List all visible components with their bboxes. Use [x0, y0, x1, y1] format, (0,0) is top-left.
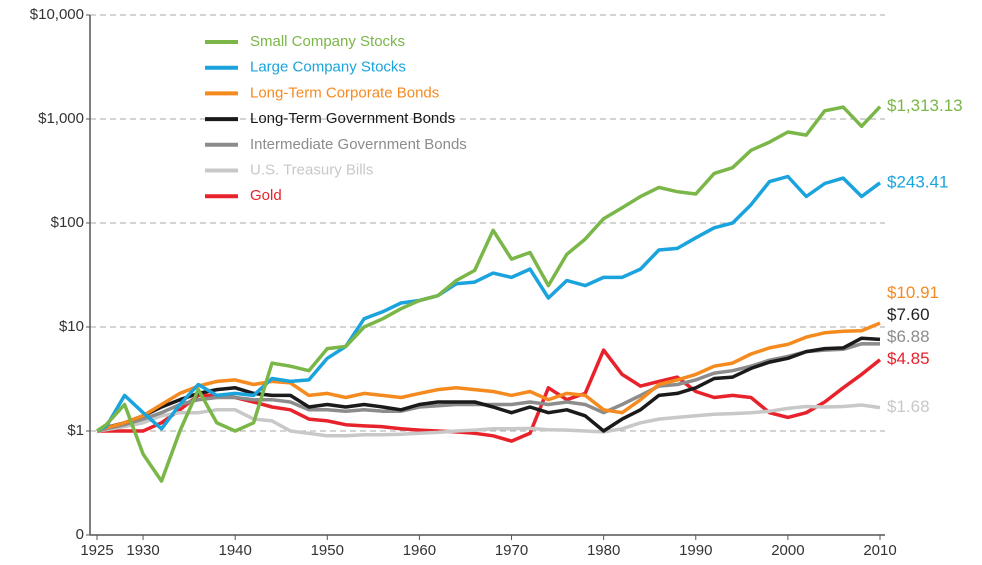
y-tick-label: 0 [76, 526, 84, 543]
x-tick-label: 1980 [587, 542, 620, 559]
x-tick-label: 2000 [771, 542, 804, 559]
end-label: $4.85 [887, 349, 930, 368]
legend-label: Long-Term Corporate Bonds [250, 84, 439, 101]
x-tick-label: 2010 [863, 542, 896, 559]
legend-label: Long-Term Government Bonds [250, 110, 455, 127]
series-line [96, 336, 881, 433]
y-tick-label: $1,000 [38, 110, 84, 127]
end-label: $10.91 [887, 283, 939, 302]
y-tick-label: $1 [67, 422, 84, 439]
end-label: $1,313.13 [887, 96, 963, 115]
y-tick-label: $100 [51, 214, 84, 231]
series-line [96, 174, 882, 433]
legend-label: Small Company Stocks [250, 33, 405, 50]
series-line [96, 105, 882, 483]
x-tick-label: 1960 [403, 542, 436, 559]
x-tick-label: 1970 [495, 542, 528, 559]
end-label: $7.60 [887, 305, 930, 324]
x-tick-label: 1940 [218, 542, 251, 559]
x-tick-label: 1930 [126, 542, 159, 559]
end-label: $6.88 [887, 327, 930, 346]
legend-label: Large Company Stocks [250, 59, 406, 76]
x-tick-label: 1990 [679, 542, 712, 559]
x-tick-label: 1950 [311, 542, 344, 559]
legend-label: U.S. Treasury Bills [250, 161, 373, 178]
series-line [96, 403, 881, 438]
legend-label: Intermediate Government Bonds [250, 136, 467, 153]
x-tick-label: 1925 [80, 542, 113, 559]
y-tick-label: $10 [59, 318, 84, 335]
end-label: $243.41 [887, 172, 948, 191]
y-tick-label: $10,000 [30, 6, 84, 23]
legend-label: Gold [250, 187, 282, 204]
series-line [96, 321, 881, 433]
end-label: $1.68 [887, 397, 930, 416]
